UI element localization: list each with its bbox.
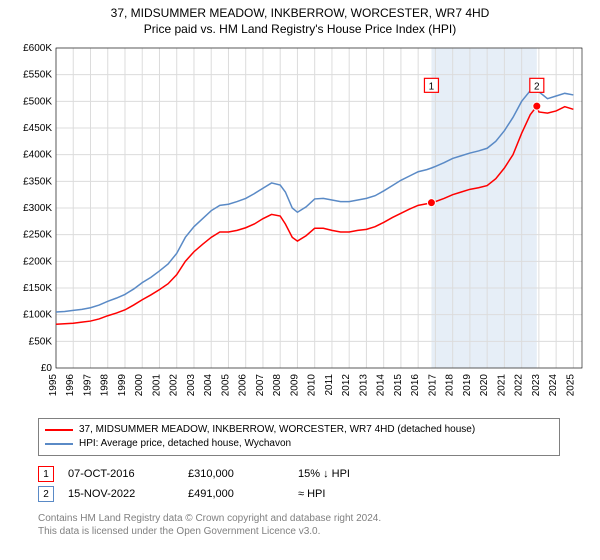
x-tick-label: 2003 — [186, 374, 197, 397]
footnote-line-1: Contains HM Land Registry data © Crown c… — [38, 512, 560, 525]
y-tick-label: £300K — [23, 203, 52, 214]
x-tick-label: 1998 — [100, 374, 111, 397]
sale-price: £310,000 — [188, 468, 298, 480]
x-tick-label: 1997 — [82, 374, 93, 397]
x-tick-label: 2021 — [496, 374, 507, 397]
sale-price: £491,000 — [188, 488, 298, 500]
sale-index-box: 1 — [38, 466, 54, 482]
x-tick-label: 2007 — [255, 374, 266, 397]
page-title: 37, MIDSUMMER MEADOW, INKBERROW, WORCEST… — [0, 6, 600, 20]
legend-swatch — [45, 443, 73, 445]
x-tick-label: 2009 — [289, 374, 300, 397]
x-tick-label: 2012 — [341, 374, 352, 397]
sale-delta: ≈ HPI — [298, 488, 438, 500]
y-tick-label: £200K — [23, 256, 52, 267]
sale-marker-label: 1 — [429, 81, 435, 92]
sale-marker-dot — [427, 199, 435, 207]
footnote: Contains HM Land Registry data © Crown c… — [38, 512, 560, 538]
x-tick-label: 2017 — [427, 374, 438, 397]
x-tick-label: 2015 — [393, 374, 404, 397]
y-tick-label: £400K — [23, 150, 52, 161]
y-tick-label: £150K — [23, 283, 52, 294]
sale-row: 1 07-OCT-2016£310,00015% ↓ HPI — [38, 466, 560, 482]
x-tick-label: 1999 — [117, 374, 128, 397]
legend-swatch — [45, 429, 73, 431]
x-tick-label: 2010 — [307, 374, 318, 397]
x-tick-label: 2016 — [410, 374, 421, 397]
y-tick-label: £250K — [23, 230, 52, 241]
x-tick-label: 2013 — [358, 374, 369, 397]
x-tick-label: 2006 — [238, 374, 249, 397]
y-tick-label: £500K — [23, 96, 52, 107]
x-tick-label: 2001 — [151, 374, 162, 397]
x-tick-label: 2023 — [531, 374, 542, 397]
x-tick-label: 2000 — [134, 374, 145, 397]
x-tick-label: 2005 — [220, 374, 231, 397]
sale-marker-label: 2 — [534, 81, 540, 92]
x-tick-label: 2014 — [376, 374, 387, 397]
legend-item: 37, MIDSUMMER MEADOW, INKBERROW, WORCEST… — [45, 423, 553, 437]
sale-index-box: 2 — [38, 486, 54, 502]
x-tick-label: 1996 — [65, 374, 76, 397]
sale-marker-dot — [533, 102, 541, 110]
x-tick-label: 2011 — [324, 374, 335, 396]
x-tick-label: 2022 — [514, 374, 525, 397]
x-tick-label: 1995 — [48, 374, 59, 397]
x-tick-label: 2024 — [548, 374, 559, 397]
x-tick-label: 2004 — [203, 374, 214, 397]
x-tick-label: 2020 — [479, 374, 490, 397]
sale-delta: 15% ↓ HPI — [298, 468, 438, 480]
sale-date: 15-NOV-2022 — [68, 488, 188, 500]
legend-item: HPI: Average price, detached house, Wych… — [45, 437, 553, 451]
x-tick-label: 2018 — [445, 374, 456, 397]
sales-list: 1 07-OCT-2016£310,00015% ↓ HPI 2 15-NOV-202… — [38, 462, 560, 506]
page-subtitle: Price paid vs. HM Land Registry's House … — [0, 22, 600, 36]
y-tick-label: £50K — [29, 336, 53, 347]
sale-date: 07-OCT-2016 — [68, 468, 188, 480]
legend-label: HPI: Average price, detached house, Wych… — [79, 437, 291, 451]
y-tick-label: £450K — [23, 123, 52, 134]
legend-label: 37, MIDSUMMER MEADOW, INKBERROW, WORCEST… — [79, 423, 475, 437]
x-tick-label: 2008 — [272, 374, 283, 397]
y-tick-label: £550K — [23, 70, 52, 81]
y-tick-label: £350K — [23, 176, 52, 187]
price-chart: £0 £50K £100K £150K £200K £250K £300K £350K £400… — [10, 44, 590, 414]
x-tick-label: 2025 — [565, 374, 576, 397]
x-tick-label: 2002 — [169, 374, 180, 397]
footnote-line-2: This data is licensed under the Open Gov… — [38, 525, 560, 538]
x-tick-label: 2019 — [462, 374, 473, 397]
y-tick-label: £100K — [23, 310, 52, 321]
chart-legend: 37, MIDSUMMER MEADOW, INKBERROW, WORCEST… — [38, 418, 560, 456]
sale-row: 2 15-NOV-2022£491,000≈ HPI — [38, 486, 560, 502]
y-tick-label: £600K — [23, 44, 52, 54]
y-tick-label: £0 — [41, 363, 53, 374]
chart-svg: £0 £50K £100K £150K £200K £250K £300K £350K £400… — [10, 44, 590, 414]
